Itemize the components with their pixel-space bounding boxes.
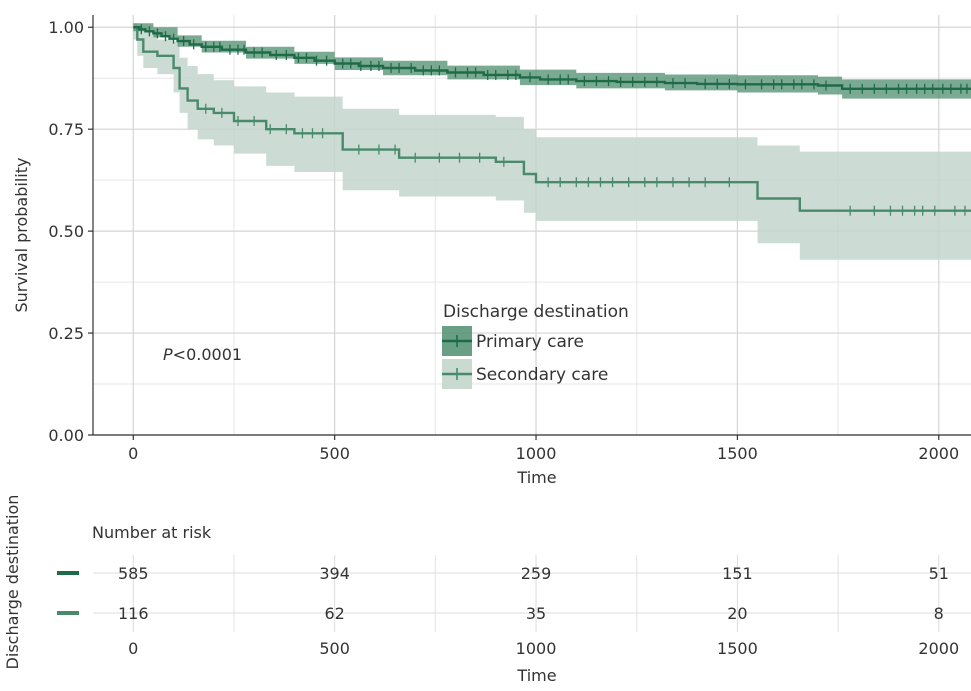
risk-table-title: Number at risk <box>92 523 212 542</box>
x-tick-label: 0 <box>128 444 138 463</box>
p-value-italic: P <box>163 345 173 364</box>
risk-cell: 585 <box>118 564 149 583</box>
confidence-bands <box>133 23 971 260</box>
risk-table-ylabel: Discharge destination <box>3 495 22 670</box>
x-tick-label: 500 <box>319 444 350 463</box>
curve-primary-care <box>133 26 971 90</box>
risk-cell: 394 <box>319 564 350 583</box>
y-tick-label: 0.50 <box>48 222 84 241</box>
x-tick-label: 1500 <box>717 444 758 463</box>
risk-x-tick-label: 500 <box>319 639 350 658</box>
legend-items <box>442 326 472 389</box>
survival-curves <box>133 26 971 212</box>
y-axis-title: Survival probability <box>12 158 31 313</box>
curve-secondary-care <box>133 26 971 212</box>
y-tick-label: 0.00 <box>48 426 84 445</box>
risk-table-xlabel: Time <box>516 666 556 685</box>
y-tick-label: 1.00 <box>48 18 84 37</box>
risk-cell: 259 <box>521 564 552 583</box>
risk-table-grid <box>93 555 971 632</box>
legend-label-secondary: Secondary care <box>476 365 608 385</box>
risk-cell: 35 <box>526 604 546 623</box>
risk-x-tick-label: 0 <box>128 639 138 658</box>
risk-cell: 8 <box>934 604 944 623</box>
p-value-annotation: P<0.0001 <box>163 345 242 364</box>
x-tick-label: 1000 <box>516 444 557 463</box>
risk-x-tick-label: 2000 <box>918 639 959 658</box>
risk-table-x-ticks: 0 500 1000 1500 2000 <box>128 639 959 658</box>
y-tick-label: 0.75 <box>48 120 84 139</box>
censor-marks <box>140 24 968 216</box>
risk-cell: 116 <box>118 604 149 623</box>
legend: Discharge destination Primary care Secon… <box>442 302 629 389</box>
risk-cell: 51 <box>929 564 949 583</box>
y-tick-label: 0.25 <box>48 324 84 343</box>
risk-cell: 20 <box>727 604 747 623</box>
p-value-text: <0.0001 <box>173 345 242 364</box>
x-tick-label: 2000 <box>918 444 959 463</box>
risk-cell: 151 <box>722 564 753 583</box>
risk-table-cells: 585 394 259 151 51 116 62 35 20 8 <box>57 564 949 623</box>
risk-table: Number at risk Discharge destination 585… <box>3 495 971 685</box>
x-axis-title: Time <box>516 468 556 487</box>
ci-band-secondary-care <box>133 23 971 260</box>
axes: 0.00 0.25 0.50 0.75 1.00 0 500 1000 1500 2000 <box>48 15 971 463</box>
legend-label-primary: Primary care <box>476 332 584 352</box>
legend-title: Discharge destination <box>443 302 629 322</box>
risk-cell: 62 <box>324 604 344 623</box>
risk-x-tick-label: 1500 <box>717 639 758 658</box>
risk-x-tick-label: 1000 <box>516 639 557 658</box>
